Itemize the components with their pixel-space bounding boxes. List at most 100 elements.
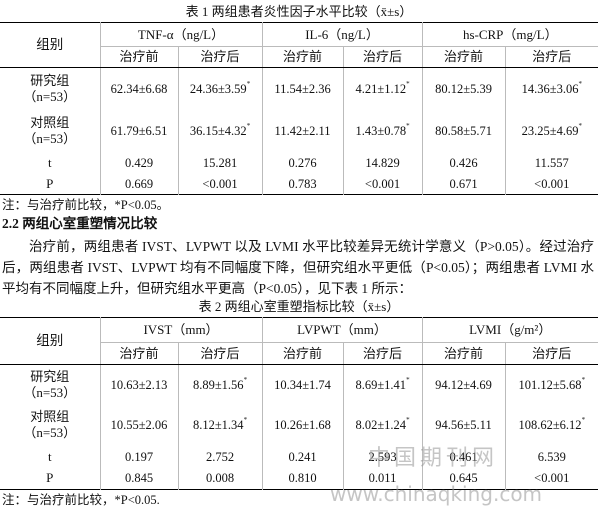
table: 组别 TNF-α（ng/L） IL-6（ng/L） hs-CRP（mg/L） 治疗前 治疗… — [0, 22, 598, 195]
row-label: 对照组 （n=53） — [0, 109, 101, 152]
section: 2.2 两组心室重塑情况比较 治疗前，两组患者 IVST、LVPWT 以及 LV… — [0, 214, 598, 299]
cell: <0.001 — [504, 467, 598, 490]
table-title: 表 2 两组心室重塑指标比较（x̄±s） — [198, 299, 400, 314]
cell: 0.429 — [99, 151, 179, 174]
row-label: 对照组 （n=53） — [0, 404, 101, 446]
cell: 0.810 — [261, 467, 344, 490]
subheader: 治疗后 — [177, 46, 263, 68]
cell: 61.79±6.51 — [99, 109, 179, 152]
subheader: 治疗前 — [261, 342, 344, 365]
data-row: 对照组 （n=53） 61.79±6.51 36.15±4.32* 11.42±2.11… — [0, 109, 598, 152]
data-row: P 0.845 0.008 0.810 0.011 0.645 <0.001 — [0, 467, 598, 490]
cell: 80.12±5.39 — [421, 67, 506, 110]
column-header: LVMI（g/m²） — [421, 317, 598, 343]
cell: 0.241 — [261, 445, 344, 468]
row-label: 研究组 （n=53） — [0, 364, 101, 405]
row-label-line: t — [47, 154, 52, 170]
header-row: 组别 TNF-α（ng/L） IL-6（ng/L） hs-CRP（mg/L） — [0, 22, 598, 68]
subheader: 治疗后 — [342, 342, 423, 365]
cell: 101.12±5.68* — [504, 364, 598, 405]
row-label: P — [0, 467, 101, 490]
cell: 24.36±3.59* — [177, 67, 263, 110]
row-label-line: P — [46, 175, 54, 191]
row-label-line: 研究组 — [30, 72, 70, 88]
subheader: 治疗前 — [100, 342, 179, 365]
cell: 62.34±6.68 — [99, 67, 179, 110]
cell: <0.001 — [177, 173, 263, 195]
data-row: 对照组 （n=53） 10.55±2.06 8.12±1.34* 10.26±1.68 8… — [0, 404, 598, 446]
data-row: t 0.429 15.281 0.276 14.829 0.426 11.557 — [0, 151, 598, 174]
table-note: 注：与治疗前比较，*P<0.05。 — [2, 198, 170, 212]
row-label: 研究组 （n=53） — [0, 67, 101, 110]
column-header: IVST（mm） — [99, 317, 263, 343]
cell: 10.26±1.68 — [261, 404, 344, 446]
column-header: IL-6（ng/L） — [261, 22, 423, 47]
row-label-line: 对照组 — [30, 409, 70, 424]
row-label-line: P — [46, 470, 54, 486]
table: 组别 IVST（mm） LVPWT（mm） LVMI（g/m²） 治疗前 治疗后 治疗前 治疗… — [0, 317, 598, 490]
cell: <0.001 — [504, 173, 598, 195]
cell: 11.54±2.36 — [261, 67, 344, 110]
cell: 11.42±2.11 — [261, 109, 344, 152]
section-heading: 2.2 两组心室重塑情况比较 — [2, 216, 158, 231]
table2-block: 表 2 两组心室重塑指标比较（x̄±s） 组别 IVST（mm） LVPWT（mm） L… — [0, 297, 598, 510]
cell: 8.89±1.56* — [177, 364, 263, 405]
data-row: t 0.197 2.752 0.241 2.593 0.461 6.539 — [0, 445, 598, 468]
cell: 94.56±5.11 — [421, 404, 506, 446]
row-label-line: t — [47, 448, 52, 464]
cell: 14.829 — [342, 151, 423, 174]
cell: 94.12±4.69 — [421, 364, 506, 405]
cell: 10.34±1.74 — [261, 364, 344, 405]
cell: 108.62±6.12* — [504, 404, 598, 446]
row-label: P — [0, 173, 101, 195]
table1-block: 表 1 两组患者炎性因子水平比较（x̄±s） 组别 TNF-α（ng/L） IL-6（… — [0, 2, 598, 215]
cell: 14.36±3.06* — [504, 67, 598, 110]
subheader: 治疗前 — [421, 46, 506, 68]
cell: 0.845 — [99, 467, 179, 490]
subheader-row: 治疗前 治疗后 治疗前 治疗后 治疗前 治疗后 — [0, 342, 598, 365]
data-row: 研究组 （n=53） 62.34±6.68 24.36±3.59* 11.54±2.36… — [0, 67, 598, 110]
row-label: t — [0, 445, 101, 468]
watermark-name: 中国期刊网 — [368, 446, 499, 471]
subheader: 治疗前 — [100, 46, 179, 68]
subheader: 治疗后 — [504, 342, 598, 365]
subheader: 治疗前 — [421, 342, 506, 365]
column-header: LVPWT（mm） — [261, 317, 423, 343]
cell: 0.783 — [261, 173, 344, 195]
row-label-line: （n=53） — [23, 130, 77, 146]
cell: 2.752 — [177, 445, 263, 468]
cell: 1.43±0.78* — [342, 109, 423, 152]
column-header: hs-CRP（mg/L） — [421, 22, 598, 47]
cell: 0.426 — [421, 151, 506, 174]
table-title: 表 1 两组患者炎性因子水平比较（x̄±s） — [185, 4, 413, 19]
subheader: 治疗后 — [342, 46, 423, 68]
cell: 15.281 — [177, 151, 263, 174]
cell: 0.197 — [99, 445, 179, 468]
cell: 4.21±1.12* — [342, 67, 423, 110]
group-header: 组别 — [0, 317, 101, 365]
cell: <0.001 — [342, 173, 423, 195]
watermark-url: www.chinaqking.com — [330, 482, 543, 506]
subheader: 治疗后 — [504, 46, 598, 68]
cell: 0.461 — [421, 445, 506, 468]
cell: 8.69±1.41* — [342, 364, 423, 405]
cell: 0.008 — [177, 467, 263, 490]
cell: 80.58±5.71 — [421, 109, 506, 152]
cell: 11.557 — [504, 151, 598, 174]
cell: 10.63±2.13 — [99, 364, 179, 405]
cell: 2.593 — [342, 445, 423, 468]
header-row: 组别 IVST（mm） LVPWT（mm） LVMI（g/m²） — [0, 317, 598, 365]
row-label-line: （n=53） — [23, 88, 77, 104]
cell: 0.671 — [421, 173, 506, 195]
cell: 0.276 — [261, 151, 344, 174]
cell: 6.539 — [504, 445, 598, 468]
cell: 10.55±2.06 — [99, 404, 179, 446]
cell: 36.15±4.32* — [177, 109, 263, 152]
cell: 8.02±1.24* — [342, 404, 423, 446]
paragraph: 治疗前，两组患者 IVST、LVPWT 以及 LVMI 水平比较差异无统计学意义… — [2, 239, 594, 296]
row-label-line: 研究组 — [30, 368, 70, 384]
row-label: t — [0, 151, 101, 174]
cell: 23.25±4.69* — [504, 109, 598, 152]
group-header: 组别 — [0, 22, 101, 68]
